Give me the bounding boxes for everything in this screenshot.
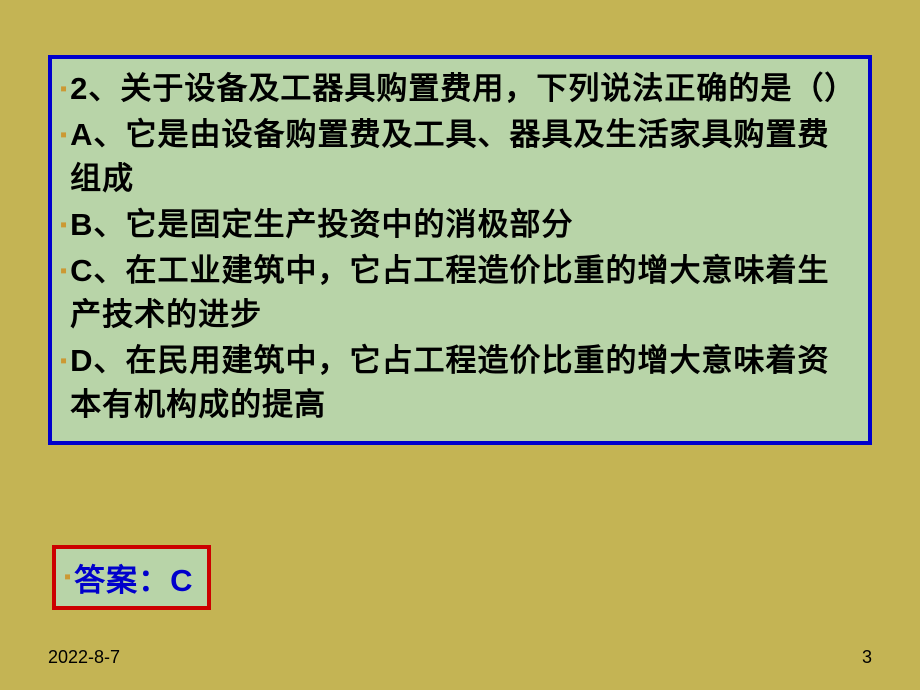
option-d-line: ▪ D、在民用建筑中，它占工程造价比重的增大意味着资本有机构成的提高 bbox=[60, 339, 860, 427]
footer-page: 3 bbox=[862, 647, 872, 668]
bullet-icon: ▪ bbox=[64, 566, 71, 589]
option-a: A、它是由设备购置费及工具、器具及生活家具购置费组成 bbox=[70, 113, 860, 201]
question-stem: 2、关于设备及工器具购置费用，下列说法正确的是（） bbox=[70, 67, 856, 111]
option-c: C、在工业建筑中，它占工程造价比重的增大意味着生产技术的进步 bbox=[70, 249, 860, 337]
option-c-line: ▪ C、在工业建筑中，它占工程造价比重的增大意味着生产技术的进步 bbox=[60, 249, 860, 337]
question-box: ▪ 2、关于设备及工器具购置费用，下列说法正确的是（） ▪ A、它是由设备购置费… bbox=[48, 55, 872, 445]
bullet-icon: ▪ bbox=[60, 249, 67, 293]
question-stem-line: ▪ 2、关于设备及工器具购置费用，下列说法正确的是（） bbox=[60, 67, 860, 111]
option-d: D、在民用建筑中，它占工程造价比重的增大意味着资本有机构成的提高 bbox=[70, 339, 860, 427]
bullet-icon: ▪ bbox=[60, 67, 67, 111]
bullet-icon: ▪ bbox=[60, 203, 67, 247]
answer-box: ▪ 答案：C bbox=[52, 545, 211, 610]
bullet-icon: ▪ bbox=[60, 339, 67, 383]
option-b-line: ▪ B、它是固定生产投资中的消极部分 bbox=[60, 203, 860, 247]
option-a-line: ▪ A、它是由设备购置费及工具、器具及生活家具购置费组成 bbox=[60, 113, 860, 201]
footer-date: 2022-8-7 bbox=[48, 647, 120, 668]
option-b: B、它是固定生产投资中的消极部分 bbox=[70, 203, 573, 247]
bullet-icon: ▪ bbox=[60, 113, 67, 157]
answer-label: 答案：C bbox=[74, 555, 193, 600]
